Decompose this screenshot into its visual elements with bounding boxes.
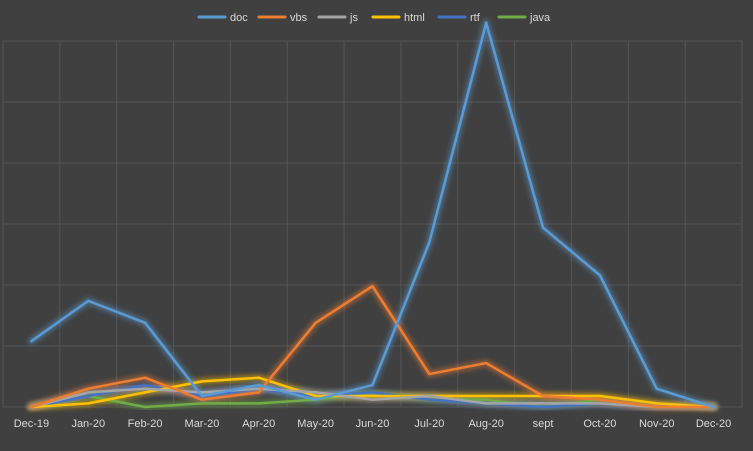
- series-glow: [27, 19, 718, 411]
- data-point-rtf: [143, 383, 147, 387]
- series-line-doc: [30, 21, 715, 409]
- legend-label-vbs: vbs: [290, 12, 308, 24]
- data-point-doc: [143, 321, 147, 325]
- data-point-html: [484, 394, 488, 398]
- data-point-vbs: [428, 372, 431, 376]
- data-point-rtf: [371, 391, 374, 394]
- data-point-vbs: [655, 405, 658, 409]
- data-point-html: [598, 394, 602, 398]
- legend-label-doc: doc: [230, 12, 248, 24]
- data-point-doc: [655, 387, 658, 390]
- data-point-doc: [541, 226, 545, 229]
- data-point-js: [484, 402, 488, 405]
- series-lines: [30, 21, 715, 409]
- data-point-vbs: [541, 394, 545, 398]
- data-point-rtf: [87, 394, 90, 398]
- series-glow-doc: [27, 19, 718, 411]
- x-tick-label: sept: [533, 418, 554, 430]
- data-point-vbs: [371, 285, 374, 288]
- legend-label-rtf: rtf: [470, 12, 481, 24]
- legend: doc vbs js html rtf java: [197, 12, 551, 24]
- data-point-doc: [598, 274, 602, 277]
- data-point-js: [371, 398, 374, 401]
- x-tick-label: Dec-19: [14, 418, 49, 430]
- data-point-html: [257, 376, 261, 379]
- data-point-doc: [484, 21, 488, 24]
- data-point-html: [87, 402, 90, 405]
- data-point-vbs: [87, 387, 90, 390]
- data-point-doc: [87, 299, 90, 303]
- legend-label-js: js: [349, 12, 358, 24]
- x-tick-label: May-20: [297, 418, 334, 430]
- x-tick-label: Jan-20: [71, 418, 105, 430]
- data-point-html: [314, 394, 317, 398]
- data-point-doc: [257, 383, 261, 387]
- legend-label-html: html: [404, 12, 425, 24]
- data-point-java: [257, 402, 261, 405]
- data-point-js: [257, 387, 261, 390]
- data-point-vbs: [484, 361, 488, 365]
- x-tick-label: Feb-20: [128, 418, 163, 430]
- data-point-js: [598, 402, 602, 405]
- data-point-rtf: [541, 405, 545, 409]
- data-point-vbs: [143, 376, 147, 379]
- data-point-rtf: [428, 398, 431, 401]
- data-point-java: [484, 398, 488, 401]
- data-point-doc: [371, 383, 374, 387]
- data-point-js: [541, 402, 545, 405]
- data-point-doc: [200, 394, 204, 398]
- x-tick-label: Jul-20: [414, 418, 444, 430]
- data-point-vbs: [257, 391, 261, 394]
- data-point-js: [200, 391, 204, 394]
- data-point-doc: [428, 241, 431, 244]
- gridlines: [2, 40, 743, 408]
- x-tick-label: Oct-20: [583, 418, 616, 430]
- x-tick-label: Apr-20: [242, 418, 275, 430]
- data-point-doc: [30, 339, 33, 343]
- data-point-js: [87, 391, 90, 394]
- data-point-vbs: [598, 398, 602, 401]
- x-tick-label: Aug-20: [468, 418, 503, 430]
- data-point-html: [371, 394, 374, 398]
- legend-label-java: java: [529, 12, 551, 24]
- data-point-doc: [712, 405, 715, 409]
- data-point-js: [428, 394, 431, 398]
- data-point-html: [200, 380, 204, 383]
- data-point-html: [655, 402, 658, 405]
- data-point-js: [143, 387, 147, 390]
- x-tick-label: Dec-20: [696, 418, 731, 430]
- data-point-java: [143, 405, 147, 409]
- data-point-vbs: [200, 398, 204, 401]
- data-point-vbs: [30, 405, 33, 409]
- x-tick-label: Jun-20: [356, 418, 390, 430]
- data-point-vbs: [314, 321, 317, 325]
- x-tick-label: Nov-20: [639, 418, 674, 430]
- x-tick-label: Mar-20: [185, 418, 220, 430]
- data-point-js: [314, 391, 317, 394]
- data-point-doc: [314, 398, 317, 401]
- data-point-html: [143, 391, 147, 394]
- x-axis: Dec-19 Jan-20 Feb-20 Mar-20 Apr-20 May-20 Jun-…: [14, 418, 732, 430]
- data-point-java: [200, 402, 204, 405]
